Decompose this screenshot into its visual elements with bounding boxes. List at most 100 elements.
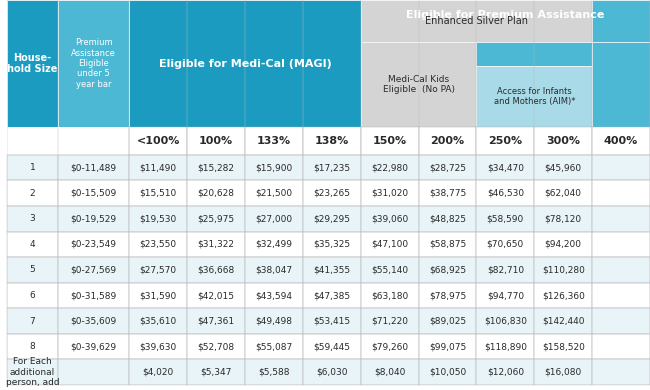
FancyBboxPatch shape — [6, 206, 58, 232]
FancyBboxPatch shape — [476, 206, 534, 232]
Text: $118,890: $118,890 — [484, 342, 527, 351]
Text: $8,040: $8,040 — [374, 368, 406, 377]
FancyBboxPatch shape — [58, 232, 129, 257]
FancyBboxPatch shape — [245, 257, 303, 283]
FancyBboxPatch shape — [245, 155, 303, 181]
FancyBboxPatch shape — [592, 232, 650, 257]
Text: $6,030: $6,030 — [316, 368, 348, 377]
FancyBboxPatch shape — [534, 127, 592, 155]
FancyBboxPatch shape — [592, 0, 650, 42]
FancyBboxPatch shape — [187, 334, 245, 360]
FancyBboxPatch shape — [476, 66, 592, 127]
Text: 138%: 138% — [315, 136, 349, 146]
Text: $106,830: $106,830 — [484, 317, 527, 326]
Text: $43,594: $43,594 — [255, 291, 292, 300]
FancyBboxPatch shape — [58, 308, 129, 334]
Text: $23,550: $23,550 — [140, 240, 177, 249]
Text: $58,590: $58,590 — [487, 214, 524, 223]
Text: 4: 4 — [29, 240, 35, 249]
Text: $17,235: $17,235 — [313, 163, 350, 172]
FancyBboxPatch shape — [361, 334, 419, 360]
FancyBboxPatch shape — [361, 257, 419, 283]
Text: $5,588: $5,588 — [258, 368, 290, 377]
FancyBboxPatch shape — [6, 127, 129, 155]
FancyBboxPatch shape — [534, 334, 592, 360]
Text: 150%: 150% — [372, 136, 407, 146]
Text: 250%: 250% — [488, 136, 523, 146]
FancyBboxPatch shape — [534, 308, 592, 334]
FancyBboxPatch shape — [187, 283, 245, 308]
FancyBboxPatch shape — [303, 232, 361, 257]
FancyBboxPatch shape — [419, 155, 476, 181]
FancyBboxPatch shape — [187, 181, 245, 206]
Text: $42,015: $42,015 — [198, 291, 235, 300]
FancyBboxPatch shape — [245, 360, 303, 385]
FancyBboxPatch shape — [129, 206, 187, 232]
Text: <100%: <100% — [136, 136, 180, 146]
FancyBboxPatch shape — [476, 127, 534, 155]
FancyBboxPatch shape — [361, 232, 419, 257]
FancyBboxPatch shape — [6, 283, 58, 308]
FancyBboxPatch shape — [419, 334, 476, 360]
FancyBboxPatch shape — [303, 334, 361, 360]
Text: $63,180: $63,180 — [371, 291, 408, 300]
Text: $94,200: $94,200 — [545, 240, 582, 249]
Text: $55,140: $55,140 — [371, 266, 408, 275]
Text: $52,708: $52,708 — [198, 342, 235, 351]
FancyBboxPatch shape — [361, 0, 592, 42]
Text: $142,440: $142,440 — [542, 317, 584, 326]
Text: $89,025: $89,025 — [429, 317, 466, 326]
FancyBboxPatch shape — [58, 0, 129, 127]
Text: $46,530: $46,530 — [487, 189, 524, 198]
FancyBboxPatch shape — [58, 257, 129, 283]
Text: $0-39,629: $0-39,629 — [71, 342, 116, 351]
Text: $158,520: $158,520 — [542, 342, 584, 351]
Text: $38,047: $38,047 — [255, 266, 292, 275]
Text: $31,590: $31,590 — [140, 291, 177, 300]
Text: Eligible for Premium Assistance: Eligible for Premium Assistance — [406, 10, 604, 20]
FancyBboxPatch shape — [419, 232, 476, 257]
FancyBboxPatch shape — [245, 334, 303, 360]
Text: $5,347: $5,347 — [200, 368, 232, 377]
Text: $32,499: $32,499 — [255, 240, 292, 249]
FancyBboxPatch shape — [361, 283, 419, 308]
FancyBboxPatch shape — [187, 257, 245, 283]
Text: 7: 7 — [29, 317, 35, 326]
FancyBboxPatch shape — [187, 360, 245, 385]
Text: $79,260: $79,260 — [371, 342, 408, 351]
Text: $0-11,489: $0-11,489 — [71, 163, 116, 172]
Text: $28,725: $28,725 — [429, 163, 466, 172]
Text: $47,100: $47,100 — [371, 240, 408, 249]
Text: $21,500: $21,500 — [255, 189, 292, 198]
Text: $62,040: $62,040 — [545, 189, 582, 198]
FancyBboxPatch shape — [476, 42, 592, 66]
Text: $0-19,529: $0-19,529 — [71, 214, 116, 223]
Text: $4,020: $4,020 — [142, 368, 174, 377]
FancyBboxPatch shape — [303, 257, 361, 283]
FancyBboxPatch shape — [303, 155, 361, 181]
FancyBboxPatch shape — [245, 127, 303, 155]
FancyBboxPatch shape — [476, 283, 534, 308]
FancyBboxPatch shape — [592, 206, 650, 232]
FancyBboxPatch shape — [303, 127, 361, 155]
Text: Access for Infants
and Mothers (AIM)*: Access for Infants and Mothers (AIM)* — [493, 87, 575, 106]
Text: $0-31,589: $0-31,589 — [70, 291, 117, 300]
FancyBboxPatch shape — [361, 0, 650, 127]
FancyBboxPatch shape — [534, 181, 592, 206]
FancyBboxPatch shape — [592, 181, 650, 206]
Text: $41,355: $41,355 — [313, 266, 350, 275]
FancyBboxPatch shape — [58, 206, 129, 232]
Text: $15,510: $15,510 — [140, 189, 177, 198]
FancyBboxPatch shape — [419, 308, 476, 334]
Text: $58,875: $58,875 — [429, 240, 466, 249]
Text: $47,385: $47,385 — [313, 291, 350, 300]
Text: $71,220: $71,220 — [371, 317, 408, 326]
FancyBboxPatch shape — [129, 181, 187, 206]
FancyBboxPatch shape — [245, 206, 303, 232]
FancyBboxPatch shape — [476, 232, 534, 257]
FancyBboxPatch shape — [303, 283, 361, 308]
Text: $53,415: $53,415 — [313, 317, 350, 326]
FancyBboxPatch shape — [419, 206, 476, 232]
FancyBboxPatch shape — [129, 155, 187, 181]
Text: $25,975: $25,975 — [198, 214, 235, 223]
